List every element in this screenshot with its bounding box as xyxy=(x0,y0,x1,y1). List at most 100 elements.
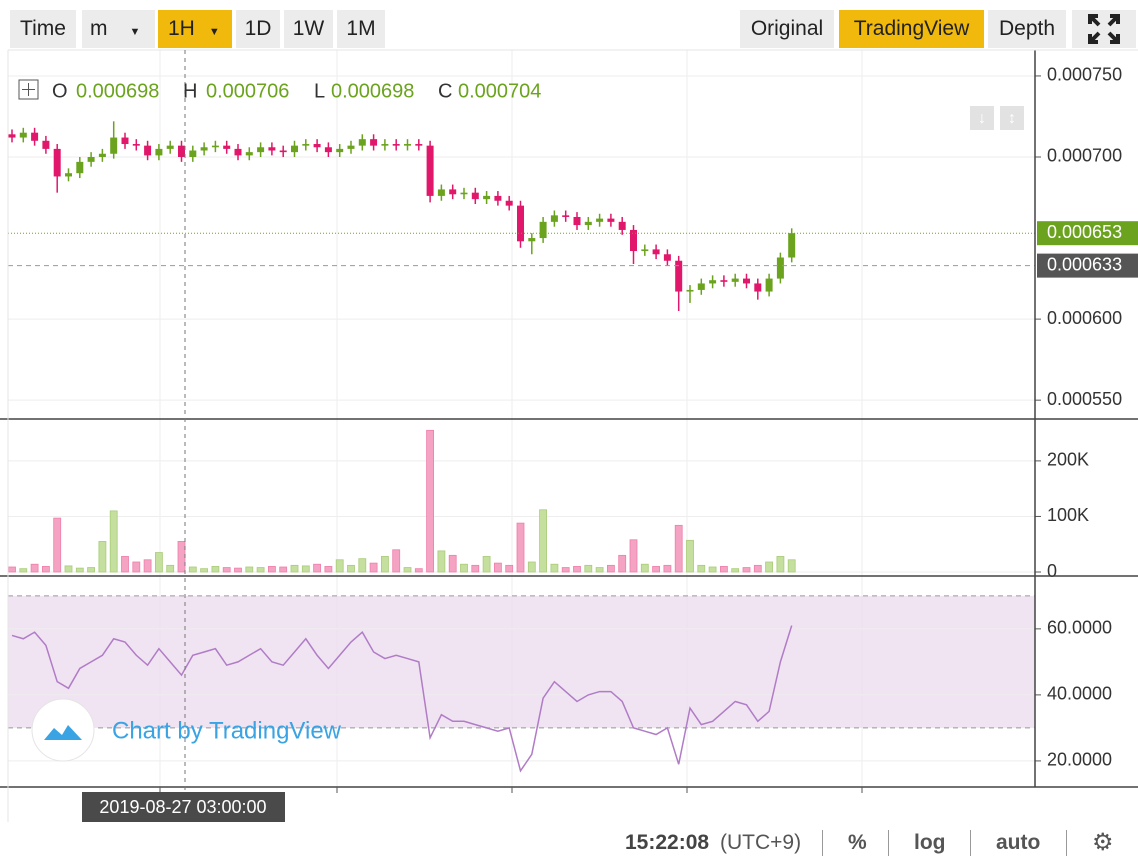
candle-body xyxy=(607,218,615,222)
footer-button[interactable]: auto xyxy=(996,831,1041,854)
scroll-icon: ↕ xyxy=(1008,110,1016,127)
crosshair-tag xyxy=(82,792,285,822)
volume-bar xyxy=(674,524,683,573)
timezone[interactable]: (UTC+9) xyxy=(720,831,802,854)
volume-bar xyxy=(516,522,525,573)
volume-bar xyxy=(267,566,276,573)
toolbar-button[interactable]: Time xyxy=(10,10,76,48)
volume-bar xyxy=(448,554,457,573)
candle-body xyxy=(8,134,16,138)
volume-bar xyxy=(301,565,310,573)
toolbar-button[interactable]: TradingView xyxy=(839,10,984,48)
legend-value: 0.000698 xyxy=(331,80,414,102)
volume-bar xyxy=(19,568,28,573)
toolbar-button[interactable]: 1D xyxy=(236,10,280,48)
volume-bar xyxy=(290,564,299,573)
fullscreen-button[interactable] xyxy=(1072,10,1136,48)
volume-bar xyxy=(358,558,367,573)
volume-bar xyxy=(426,429,435,573)
candle-body xyxy=(166,145,174,149)
volume-bar xyxy=(109,510,118,573)
y-tick-label: 0 xyxy=(1047,561,1057,581)
toolbar-button[interactable]: 1M xyxy=(337,10,385,48)
legend-value: 0.000706 xyxy=(206,80,289,102)
candle-body xyxy=(528,238,536,242)
candle-body xyxy=(686,289,694,292)
volume-bar xyxy=(200,568,209,573)
candle-body xyxy=(302,144,310,146)
toolbar-button[interactable]: Depth xyxy=(988,10,1066,48)
candle-body xyxy=(494,195,502,201)
footer-button[interactable]: % xyxy=(848,831,867,854)
y-tick-label: 0.000550 xyxy=(1047,389,1122,409)
scroll-icon: ↓ xyxy=(978,110,986,127)
candle-body xyxy=(121,137,129,145)
candle-body xyxy=(76,161,84,174)
volume-bar xyxy=(607,564,615,573)
candle-body xyxy=(505,200,513,206)
volume-bar xyxy=(550,563,559,573)
caret: ▼ xyxy=(129,26,141,38)
volume-bar xyxy=(742,567,751,573)
footer: 15:22:08 (UTC+9) % log auto ⚙ xyxy=(0,822,1138,863)
toolbar-button[interactable]: Original xyxy=(740,10,834,48)
volume-bar xyxy=(584,564,593,573)
toolbar-dropdown[interactable]: 1H ▼ xyxy=(158,10,232,48)
candle-body xyxy=(765,278,773,292)
crosshair-label: 2019-08-27 03:00:00 xyxy=(99,797,266,817)
toolbar-button[interactable]: 1W xyxy=(284,10,333,48)
volume-bar xyxy=(256,567,265,573)
volume-bar xyxy=(403,567,412,573)
scroll-button[interactable] xyxy=(970,106,994,130)
volume-bar xyxy=(471,564,480,573)
volume-bar xyxy=(234,567,242,573)
volume-bar xyxy=(720,566,728,573)
scroll-button[interactable] xyxy=(1000,106,1024,130)
candle-body xyxy=(178,145,185,157)
last-price-label: 0.000653 xyxy=(1047,222,1122,242)
toolbar-dropdown[interactable]: m ▼ xyxy=(82,10,155,48)
candle-body xyxy=(426,145,434,196)
candle-body xyxy=(630,229,637,252)
candle-body xyxy=(550,215,558,222)
clock: 15:22:08 xyxy=(625,831,710,854)
candle-body xyxy=(460,192,468,195)
candle-body xyxy=(449,189,457,195)
volume-bar xyxy=(121,556,129,573)
volume-bar xyxy=(279,566,288,573)
volume-bar xyxy=(640,563,649,573)
candle-body xyxy=(697,283,705,290)
candle-body xyxy=(743,278,750,284)
volume-bar xyxy=(87,567,95,573)
legend-toggle[interactable] xyxy=(18,79,39,100)
last-price-tag xyxy=(1037,221,1138,246)
candle-body xyxy=(471,192,479,200)
footer-button[interactable]: log xyxy=(914,831,946,854)
volume-bar xyxy=(75,567,84,573)
volume-bar xyxy=(414,568,423,573)
candle-body xyxy=(42,140,50,149)
legend-toggle-icon xyxy=(22,83,35,96)
volume-bar xyxy=(154,552,163,573)
candle-body xyxy=(144,145,152,156)
candle-body xyxy=(788,233,796,258)
settings-button[interactable]: ⚙ xyxy=(1092,829,1114,856)
candle-body xyxy=(189,150,197,157)
volume-bar xyxy=(460,563,468,573)
volume-bar xyxy=(188,566,197,573)
rsi-band xyxy=(8,595,1035,728)
candle-body xyxy=(155,148,163,156)
volume-bar xyxy=(30,563,39,573)
volume-bar xyxy=(42,566,50,573)
volume-bar xyxy=(324,566,333,573)
y-tick-label: 200K xyxy=(1047,450,1089,470)
candle-body xyxy=(132,144,140,146)
volume-bar xyxy=(482,556,491,573)
candle-body xyxy=(404,144,411,146)
candle-body xyxy=(257,147,265,153)
candle-body xyxy=(596,218,604,222)
candle-body xyxy=(709,280,717,284)
volume-bar xyxy=(211,566,220,573)
volume-bar xyxy=(618,554,627,573)
